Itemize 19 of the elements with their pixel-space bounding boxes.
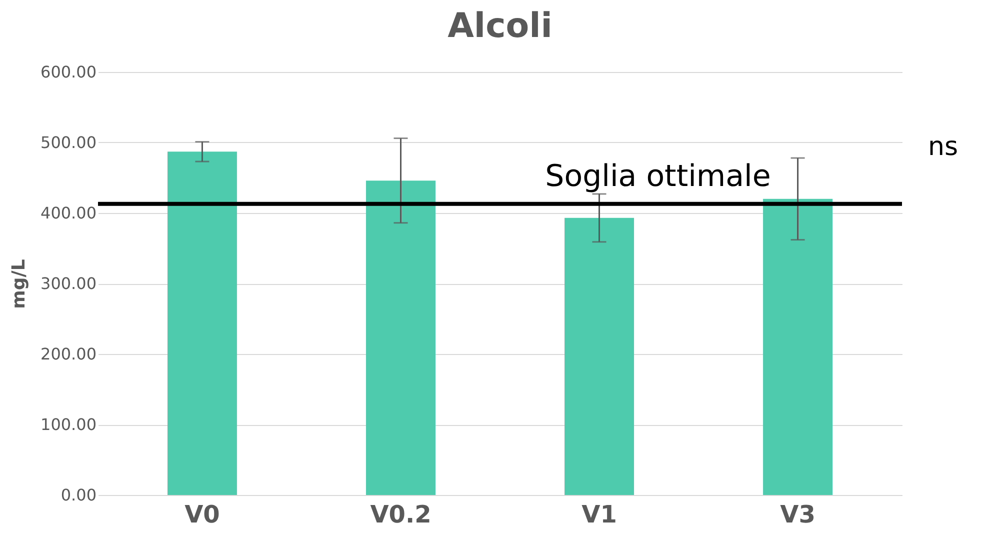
y-tick-label: 300.00 [40,274,96,293]
x-tick-label: V0.2 [370,500,432,528]
x-tick-label: V3 [780,500,816,528]
y-tick-label: 0.00 [60,486,96,504]
bar [763,198,833,495]
x-tick-label: V0 [184,500,220,528]
bar [366,180,436,495]
y-tick-label: 500.00 [40,133,96,152]
chart-title: Alcoli [448,6,552,46]
bar [564,218,634,495]
y-tick-label: 100.00 [40,415,96,434]
y-tick-label: 400.00 [40,204,96,222]
y-tick-label: 200.00 [40,344,96,364]
y-tick-label: 600.00 [40,62,96,82]
text: ns [928,132,958,162]
bar [167,152,237,495]
x-tick-label: V1 [582,500,617,528]
ref-line-label: Soglia ottimale [545,158,771,194]
y-axis-title: mg/L [8,259,30,309]
